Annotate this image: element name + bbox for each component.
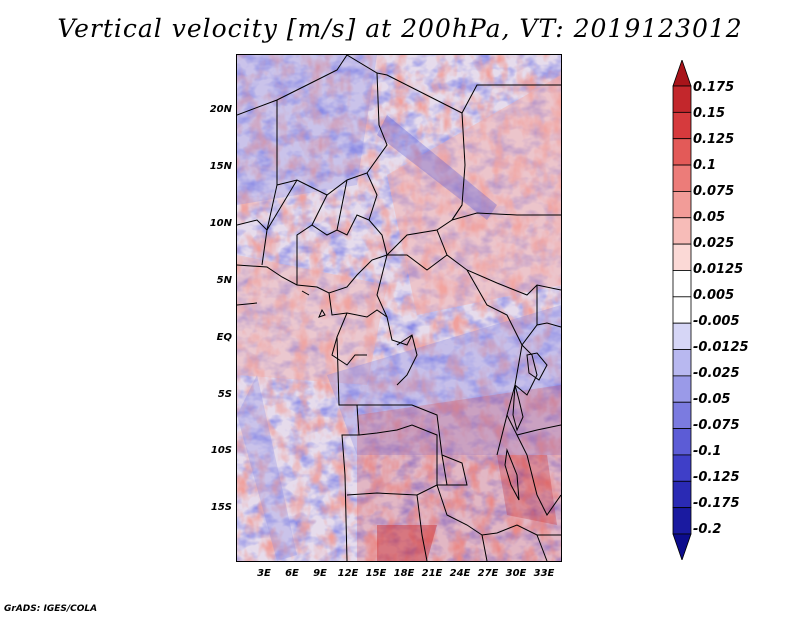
colorbar-bin xyxy=(672,243,692,271)
colorbar-bin xyxy=(672,349,692,377)
lon-label: 21E xyxy=(421,568,443,579)
colorbar-bin xyxy=(672,428,692,456)
colorbar-bin xyxy=(672,401,692,429)
colorbar-label: -0.05 xyxy=(693,392,731,407)
chart-title: Vertical velocity [m/s] at 200hPa, VT: 2… xyxy=(57,14,743,43)
colorbar-label: -0.0125 xyxy=(693,340,749,355)
colorbar-bin xyxy=(672,191,692,219)
colorbar-label: -0.005 xyxy=(693,314,740,329)
lat-label: 10S xyxy=(210,445,232,456)
colorbar-label: 0.075 xyxy=(693,184,735,199)
colorbar-label: -0.075 xyxy=(693,418,740,433)
colorbar-bin xyxy=(672,138,692,166)
colorbar-bin xyxy=(672,480,692,509)
colorbar-label: -0.025 xyxy=(693,366,740,381)
lon-label: 12E xyxy=(337,568,359,579)
colorbar-label: -0.1 xyxy=(693,444,722,459)
lon-label: 6E xyxy=(285,568,299,579)
country-borders xyxy=(237,55,561,561)
lon-label: 9E xyxy=(313,568,327,579)
lat-label: 15N xyxy=(209,161,232,172)
colorbar-bin xyxy=(672,217,692,245)
colorbar-bin xyxy=(672,375,692,403)
colorbar-label: -0.175 xyxy=(693,496,740,511)
colorbar-label: 0.0125 xyxy=(693,262,744,277)
colorbar-label: 0.025 xyxy=(693,236,735,251)
lat-label: 5N xyxy=(216,275,232,286)
colorbar-bin xyxy=(672,85,692,113)
colorbar-label: 0.05 xyxy=(693,210,726,225)
colorbar-label: -0.2 xyxy=(693,522,722,537)
lat-label: 5S xyxy=(217,389,232,400)
colorbar-bin xyxy=(672,533,692,560)
colorbar-bin xyxy=(672,270,692,298)
colorbar xyxy=(672,60,692,560)
credit-text: GrADS: IGES/COLA xyxy=(4,604,98,614)
velocity-field xyxy=(237,55,561,561)
lat-label: EQ xyxy=(216,332,232,343)
colorbar-bin xyxy=(672,60,692,87)
colorbar-label: -0.125 xyxy=(693,470,740,485)
lon-label: 18E xyxy=(393,568,415,579)
colorbar-bin xyxy=(672,507,692,535)
colorbar-label: 0.15 xyxy=(693,106,726,121)
colorbar-label: 0.125 xyxy=(693,132,735,147)
lon-label: 33E xyxy=(533,568,555,579)
map-plot-area xyxy=(236,54,562,562)
lat-label: 15S xyxy=(210,502,232,513)
colorbar-label: 0.005 xyxy=(693,288,735,303)
lakes xyxy=(318,308,548,501)
lat-label: 20N xyxy=(209,104,232,115)
colorbar-bin xyxy=(672,164,692,192)
lon-label: 3E xyxy=(257,568,271,579)
colorbar-bin xyxy=(672,111,692,140)
lat-label: 10N xyxy=(209,218,232,229)
colorbar-label: 0.1 xyxy=(693,158,717,173)
colorbar-bin xyxy=(672,296,692,324)
lon-label: 27E xyxy=(477,568,499,579)
lon-label: 30E xyxy=(505,568,527,579)
colorbar-bin xyxy=(672,454,692,482)
lon-label: 24E xyxy=(449,568,471,579)
colorbar-bin xyxy=(672,322,692,350)
lon-label: 15E xyxy=(365,568,387,579)
colorbar-label: 0.175 xyxy=(693,80,735,95)
